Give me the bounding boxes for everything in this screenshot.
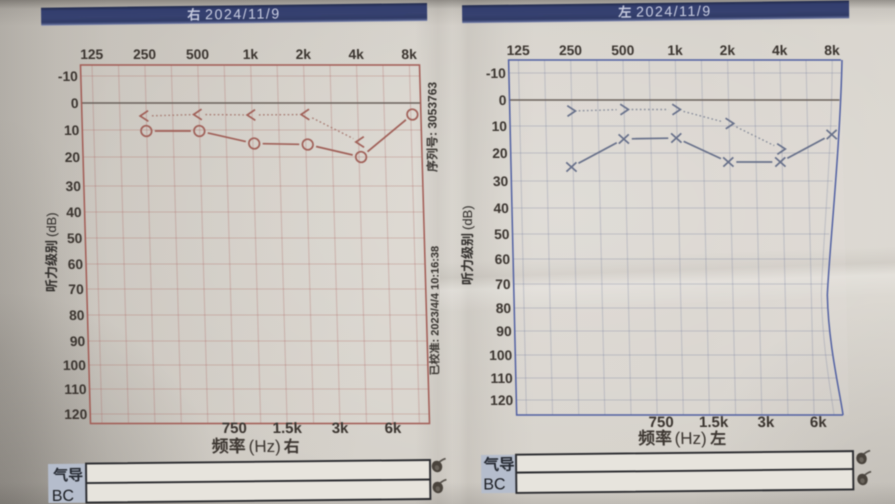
svg-text:250: 250 [133, 47, 157, 62]
svg-text:110: 110 [64, 382, 87, 397]
svg-text:50: 50 [67, 231, 83, 246]
svg-text:80: 80 [69, 308, 85, 323]
svg-text:2024/11/9: 2024/11/9 [636, 4, 712, 21]
svg-text:120: 120 [490, 393, 514, 408]
svg-text:10: 10 [64, 123, 80, 138]
svg-text:20: 20 [65, 150, 81, 165]
svg-text:-10: -10 [486, 66, 507, 81]
svg-text:125: 125 [80, 47, 104, 62]
svg-text:500: 500 [611, 43, 635, 58]
svg-text:8k: 8k [401, 47, 417, 62]
svg-text:30: 30 [65, 179, 81, 194]
svg-text:30: 30 [493, 174, 509, 189]
svg-text:3k: 3k [757, 414, 775, 431]
svg-text:250: 250 [559, 43, 583, 58]
svg-text:750: 750 [649, 414, 674, 431]
svg-text:80: 80 [496, 301, 512, 316]
svg-text:2k: 2k [295, 47, 311, 62]
svg-text:10: 10 [491, 119, 507, 134]
svg-text:3k: 3k [331, 420, 349, 437]
svg-text:-10: -10 [58, 69, 79, 84]
svg-text:1.5k: 1.5k [272, 420, 302, 437]
svg-text:750: 750 [222, 420, 248, 437]
svg-text:0: 0 [71, 96, 79, 111]
svg-text:1.5k: 1.5k [699, 414, 729, 431]
svg-text:4k: 4k [348, 47, 364, 62]
svg-text:2k: 2k [720, 43, 736, 58]
svg-text:(Hz): (Hz) [674, 429, 707, 448]
svg-text:8k: 8k [824, 43, 840, 58]
svg-text:70: 70 [495, 277, 511, 292]
svg-text:40: 40 [493, 201, 509, 216]
svg-text:6k: 6k [384, 420, 402, 437]
svg-text:120: 120 [64, 407, 88, 422]
svg-text:: 2023/4/4 10:16:38: : 2023/4/4 10:16:38 [430, 246, 442, 343]
svg-text:(Hz): (Hz) [248, 437, 281, 456]
svg-text:40: 40 [66, 205, 82, 220]
svg-text:60: 60 [494, 252, 510, 267]
svg-text:(dB): (dB) [44, 212, 59, 237]
svg-text:0: 0 [499, 93, 507, 108]
svg-text:BC: BC [52, 488, 74, 504]
svg-text:70: 70 [68, 282, 84, 297]
svg-text:90: 90 [496, 324, 512, 339]
svg-text:1k: 1k [243, 47, 259, 62]
svg-text:60: 60 [68, 257, 84, 272]
svg-text:BC: BC [483, 476, 505, 493]
svg-text:(dB): (dB) [460, 205, 475, 230]
svg-text:500: 500 [186, 47, 210, 62]
svg-text:20: 20 [492, 146, 508, 161]
svg-text:4k: 4k [772, 43, 788, 58]
svg-text:90: 90 [70, 334, 86, 349]
svg-text:100: 100 [489, 348, 513, 363]
svg-text:: 3053763: : 3053763 [426, 82, 440, 136]
svg-text:110: 110 [490, 371, 513, 386]
svg-text:50: 50 [494, 227, 510, 242]
svg-text:1k: 1k [667, 43, 683, 58]
svg-text:2024/11/9: 2024/11/9 [205, 6, 281, 23]
svg-text:6k: 6k [810, 414, 828, 431]
svg-text:125: 125 [507, 43, 531, 58]
svg-text:100: 100 [63, 358, 87, 373]
